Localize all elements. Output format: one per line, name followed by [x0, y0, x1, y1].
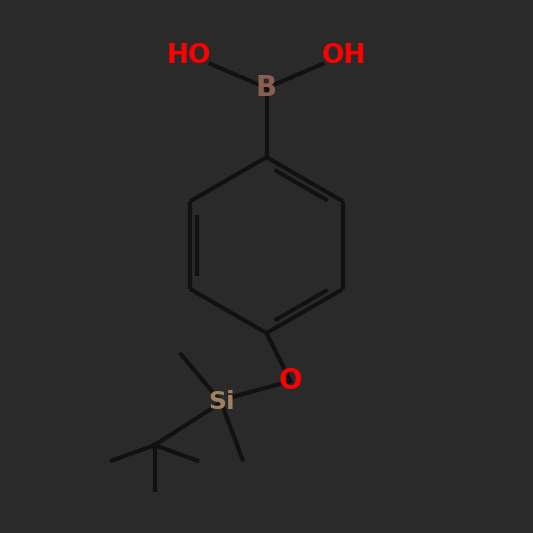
Text: OH: OH [321, 43, 366, 69]
Text: O: O [279, 367, 302, 395]
Text: HO: HO [167, 43, 212, 69]
Text: Si: Si [208, 390, 235, 415]
Text: B: B [256, 74, 277, 102]
